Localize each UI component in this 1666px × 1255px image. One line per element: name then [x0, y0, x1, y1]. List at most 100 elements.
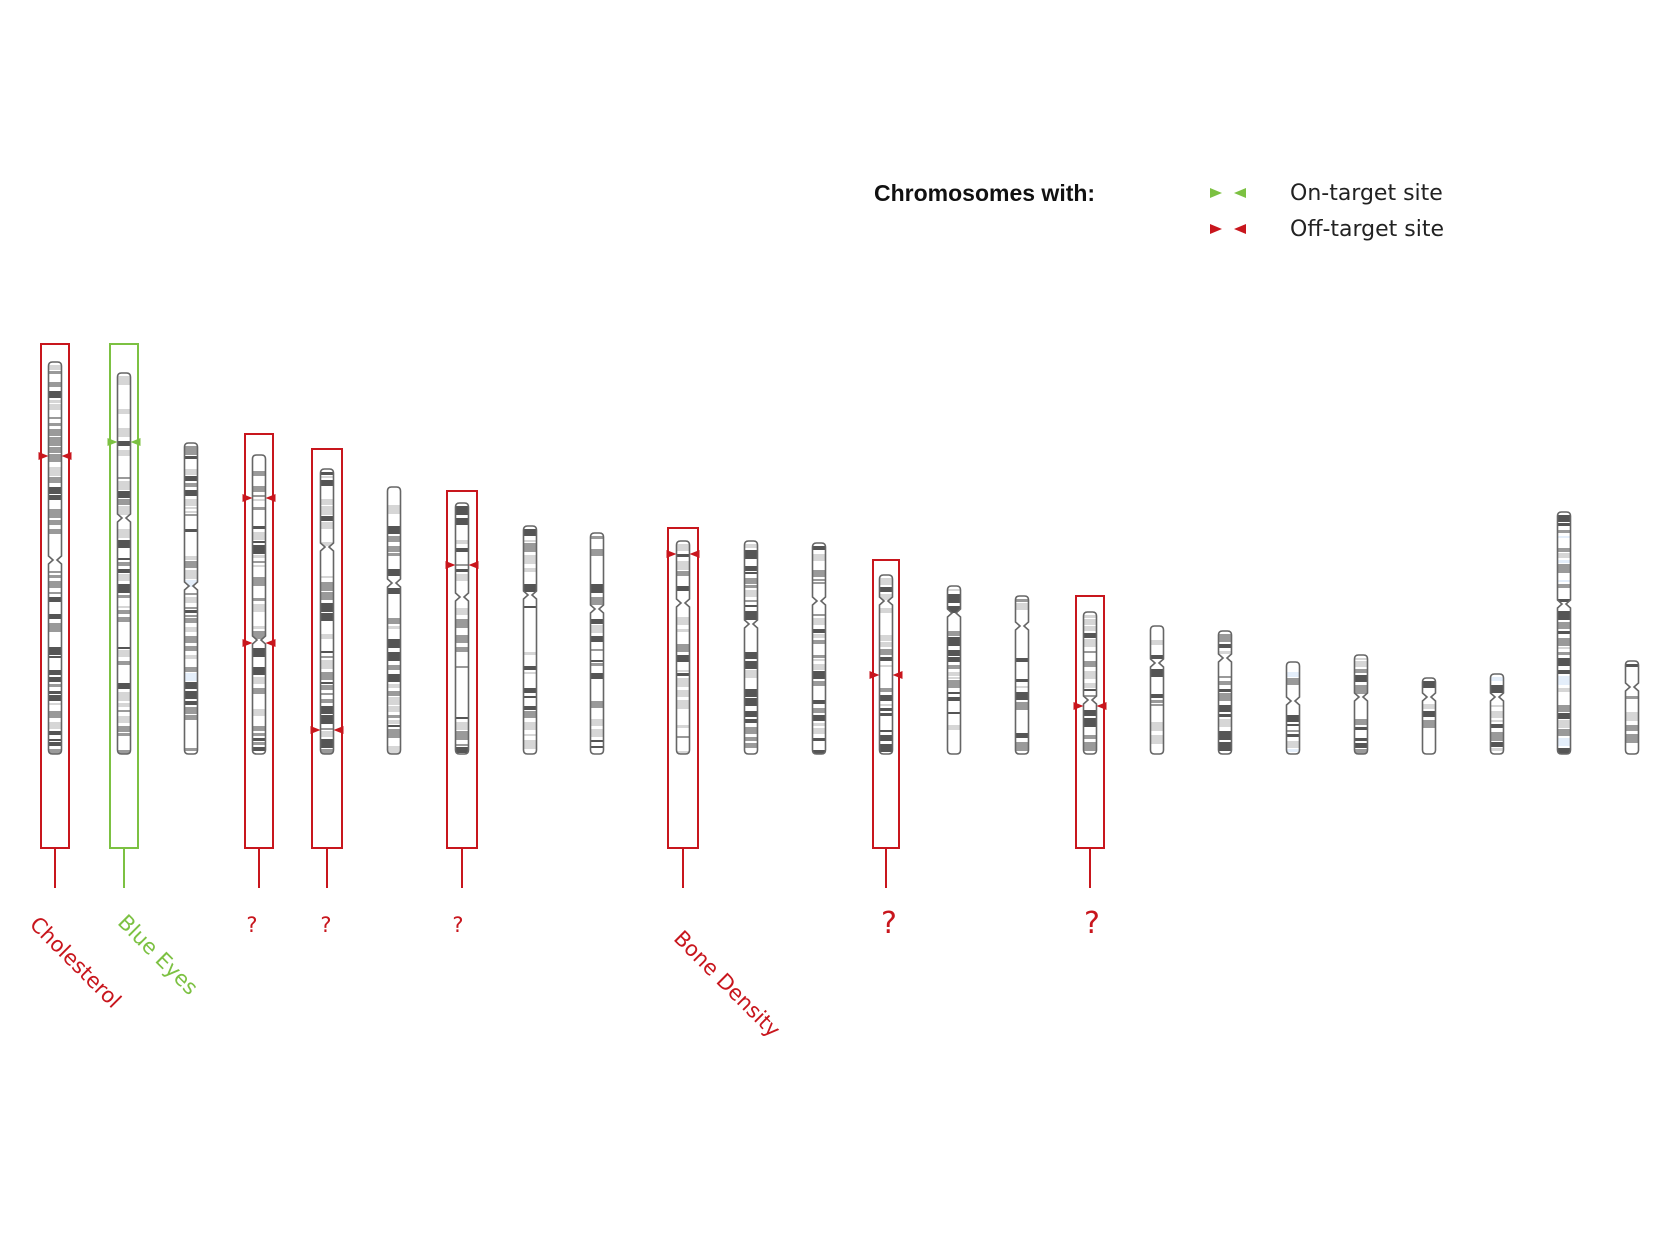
chromosome-2-band	[117, 726, 131, 732]
chromosome-20-band	[1354, 749, 1368, 754]
chromosome-12-band	[812, 723, 826, 726]
chromosome-1-band	[48, 429, 62, 436]
chromosome-5-band	[320, 472, 334, 475]
chromosome-12-band	[812, 629, 826, 633]
chromosome-2-band	[117, 562, 131, 566]
chromosome-14-band	[947, 680, 961, 688]
chromosome-9-band	[590, 660, 604, 662]
chromosome-3-band	[184, 627, 198, 632]
chromosome-11-band	[744, 652, 758, 659]
chromosome-1-band	[48, 365, 62, 370]
chromosome-6-band	[387, 553, 401, 556]
chromosome-16-band	[1083, 683, 1097, 688]
chromosome-22-band	[1490, 705, 1504, 707]
chromosome-23-band	[1557, 713, 1571, 719]
chromosome-5-band	[320, 739, 334, 748]
chromosome-3-band	[184, 701, 198, 705]
chromosome-4-band	[252, 555, 266, 558]
chromosome-1-band	[48, 695, 62, 701]
chromosome-8-band	[523, 734, 537, 736]
chromosome-23-band	[1557, 729, 1571, 736]
chromosome-7-band	[455, 722, 469, 730]
chromosome-3-band	[184, 610, 198, 613]
chromosome-8-band	[523, 666, 537, 670]
chromosome-3-band	[184, 570, 198, 579]
chromosome-16-off-target-left-arrow-icon	[1096, 702, 1107, 710]
chromosome-12-band	[812, 618, 826, 625]
chromosome-4-band	[252, 604, 266, 612]
chromosome-6-band	[387, 746, 401, 754]
chromosome-1-band	[48, 592, 62, 594]
chromosome-2-band	[117, 441, 131, 446]
chromosome-9-band	[590, 729, 604, 737]
chromosome-22-band	[1490, 742, 1504, 747]
chromosome-12-band	[812, 659, 826, 661]
chromosome-23-band	[1557, 599, 1571, 602]
chromosome-1-band	[48, 739, 62, 741]
chromosome-6-band	[387, 729, 401, 738]
chromosome-10-band	[676, 725, 690, 728]
chromosome-15-band	[1015, 686, 1029, 688]
chromosome-11-band	[744, 600, 758, 602]
chromosome-7-band	[455, 619, 469, 628]
chromosome-10-band	[676, 571, 690, 576]
chromosome-20-band	[1354, 727, 1368, 730]
chromosome-5-band	[320, 613, 334, 621]
chromosome-18-band	[1218, 634, 1232, 642]
chromosome-6-band	[387, 697, 401, 705]
chromosome-19-band	[1286, 724, 1300, 726]
chromosome-14-band	[947, 672, 961, 676]
chromosome-3-band	[184, 446, 198, 455]
chromosome-3-band	[184, 748, 198, 751]
chromosome-16-band	[1083, 742, 1097, 751]
chromosome-1-band	[48, 677, 62, 682]
chromosome-12-band	[812, 681, 826, 686]
chromosome-4	[251, 454, 267, 755]
chromosome-14-band	[947, 712, 961, 714]
chromosome-2-band	[117, 692, 131, 701]
chromosome-13-band	[879, 713, 893, 716]
chromosome-12-band	[812, 614, 826, 616]
chromosome-14-band	[947, 606, 961, 613]
chromosome-18-band	[1218, 731, 1232, 740]
chromosome-1-off-target-right-arrow-icon	[38, 452, 49, 460]
chromosome-4-band	[252, 532, 266, 540]
chromosome-7-band	[455, 608, 469, 615]
chromosome-14	[946, 585, 962, 755]
chromosome-9-band	[590, 625, 604, 633]
chromosome-12-band	[812, 582, 826, 584]
chromosome-23-band	[1557, 658, 1571, 666]
chromosome-6	[386, 486, 402, 755]
chromosome-8-band	[523, 696, 537, 698]
chromosome-20-band	[1354, 669, 1368, 673]
chromosome-23-band	[1557, 720, 1571, 728]
chromosome-16-band	[1083, 651, 1097, 653]
chromosome-17-background	[1150, 626, 1164, 754]
chromosome-17-band	[1150, 655, 1164, 659]
chromosome-23-band	[1557, 652, 1571, 655]
chromosome-5-band	[320, 634, 334, 639]
chromosome-22-band	[1490, 677, 1504, 681]
chromosome-11-band	[744, 590, 758, 597]
chromosome-7-band	[455, 506, 469, 515]
chromosome-4-band	[252, 499, 266, 501]
chromosome-11-band	[744, 737, 758, 741]
chromosome-1-band	[48, 597, 62, 602]
chromosome-13-bands	[879, 575, 893, 754]
chromosome-3-band	[184, 636, 198, 643]
chromosome-4-off-target-left-arrow-icon	[265, 494, 276, 502]
chromosome-20-band	[1354, 675, 1368, 682]
chromosome-5-band	[320, 522, 334, 529]
label-chr13-unknown: ?	[881, 906, 897, 941]
chromosome-1-band	[48, 423, 62, 426]
chromosome-15-band	[1015, 733, 1029, 738]
chromosome-1-band	[48, 691, 62, 694]
chromosome-7-band	[455, 747, 469, 753]
chromosome-1-band	[48, 371, 62, 374]
chromosome-22-band	[1490, 720, 1504, 722]
chromosome-3-band	[184, 615, 198, 617]
chromosome-6-outline	[386, 486, 402, 755]
chromosome-2-band	[117, 491, 131, 498]
chromosome-10-band	[676, 554, 690, 557]
